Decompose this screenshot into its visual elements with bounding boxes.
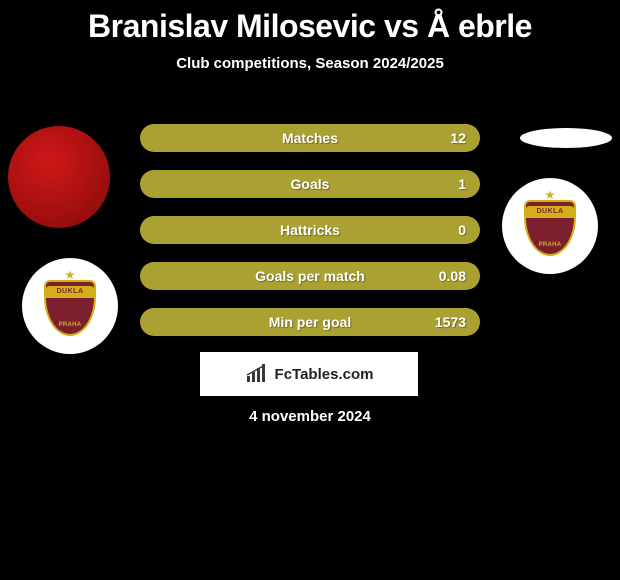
stat-row-hattricks: Hattricks 0 (140, 216, 480, 244)
stat-value: 0 (458, 222, 466, 238)
player-left-avatar (8, 126, 110, 228)
bar-chart-icon (245, 364, 269, 384)
comparison-infographic: Branislav Milosevic vs Å ebrle Club comp… (0, 0, 620, 580)
stat-row-goals: Goals 1 (140, 170, 480, 198)
stat-label: Matches (140, 130, 480, 146)
stat-row-goals-per-match: Goals per match 0.08 (140, 262, 480, 290)
player-right-club-logo: ★ DUKLA PRAHA (502, 178, 598, 274)
stat-value: 1573 (435, 314, 466, 330)
stat-row-min-per-goal: Min per goal 1573 (140, 308, 480, 336)
page-title: Branislav Milosevic vs Å ebrle (0, 0, 620, 45)
club-city: PRAHA (526, 242, 574, 248)
attribution-box: FcTables.com (200, 352, 418, 396)
stat-value: 1 (458, 176, 466, 192)
page-subtitle: Club competitions, Season 2024/2025 (0, 55, 620, 72)
club-name: DUKLA (526, 206, 574, 218)
player-left-club-logo: ★ DUKLA PRAHA (22, 258, 118, 354)
stat-label: Goals per match (140, 268, 480, 284)
stat-label: Min per goal (140, 314, 480, 330)
stat-label: Hattricks (140, 222, 480, 238)
club-crest-icon: ★ DUKLA PRAHA (520, 196, 580, 256)
stat-value: 0.08 (439, 268, 466, 284)
club-crest-icon: ★ DUKLA PRAHA (40, 276, 100, 336)
attribution-text: FcTables.com (275, 366, 374, 383)
date-text: 4 november 2024 (0, 408, 620, 425)
stat-value: 12 (450, 130, 466, 146)
stat-row-matches: Matches 12 (140, 124, 480, 152)
club-city: PRAHA (46, 322, 94, 328)
club-name: DUKLA (46, 286, 94, 298)
stat-label: Goals (140, 176, 480, 192)
stats-panel: Matches 12 Goals 1 Hattricks 0 Goals per… (140, 124, 480, 354)
player-right-avatar (520, 128, 612, 148)
